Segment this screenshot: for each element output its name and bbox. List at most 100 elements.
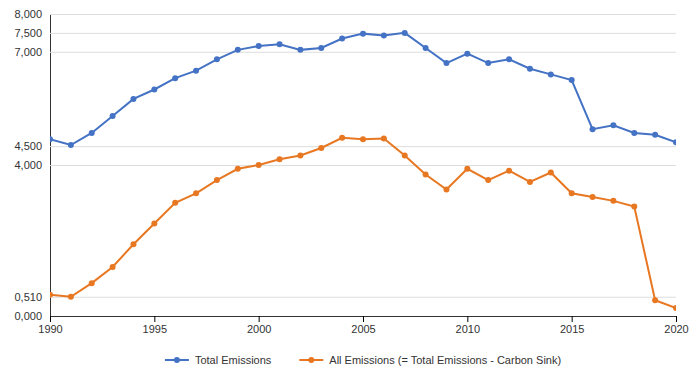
y-tick-label: 0,510	[14, 291, 42, 303]
line	[50, 138, 676, 308]
y-tick: 0,510	[14, 291, 676, 303]
point	[464, 166, 470, 172]
point	[110, 264, 116, 270]
point	[151, 87, 157, 93]
legend-label: All Emissions (= Total Emissions - Carbo…	[329, 354, 561, 366]
grid-line	[50, 165, 676, 166]
y-tick: 4,000	[14, 159, 676, 171]
point	[277, 156, 283, 162]
point	[673, 139, 676, 145]
point	[506, 168, 512, 174]
x-tick: 1995	[143, 316, 167, 335]
point	[381, 33, 387, 39]
tick-mark	[467, 316, 468, 322]
x-tick: 1990	[38, 316, 62, 335]
point	[590, 194, 596, 200]
point	[297, 47, 303, 53]
point	[172, 75, 178, 81]
y-tick: 8,000	[14, 8, 676, 20]
series	[50, 135, 676, 311]
x-tick-label: 1990	[38, 323, 62, 335]
point	[151, 221, 157, 227]
legend-item: All Emissions (= Total Emissions - Carbo…	[299, 354, 561, 366]
point	[50, 136, 53, 142]
point	[631, 130, 637, 136]
x-tick-label: 2000	[247, 323, 271, 335]
grid-line	[50, 297, 676, 298]
x-tick: 2005	[351, 316, 375, 335]
x-axis: 1990199520002005201020152020	[38, 316, 688, 335]
point	[485, 177, 491, 183]
point	[548, 71, 554, 77]
point	[673, 305, 676, 311]
y-tick-label: 0,000	[14, 310, 42, 322]
x-tick-label: 2020	[664, 323, 688, 335]
point	[339, 36, 345, 42]
point	[172, 200, 178, 206]
chart: 0,000 0,510 4,000 4,500 7,000 7,500 8,000 1990 1…	[0, 0, 700, 378]
grid-line	[50, 52, 676, 53]
point	[89, 130, 95, 136]
point	[256, 162, 262, 168]
series	[50, 30, 676, 148]
x-tick: 2000	[247, 316, 271, 335]
x-axis-line	[51, 317, 677, 323]
point	[130, 96, 136, 102]
x-tick-label: 2005	[351, 323, 375, 335]
point	[423, 45, 429, 51]
point	[402, 30, 408, 36]
y-tick: 0,000	[14, 310, 676, 322]
point	[297, 153, 303, 159]
tick-mark	[154, 316, 155, 322]
point	[610, 198, 616, 204]
point	[318, 45, 324, 51]
point	[360, 136, 366, 142]
point	[548, 170, 554, 176]
grid-line	[50, 146, 676, 147]
legend-label: Total Emissions	[195, 354, 272, 366]
point	[569, 190, 575, 196]
y-axis-line	[51, 15, 677, 317]
point	[193, 190, 199, 196]
point	[110, 113, 116, 119]
point	[443, 60, 449, 66]
point	[631, 204, 637, 210]
legend-marker	[308, 357, 314, 363]
tick-mark	[363, 316, 364, 322]
y-tick: 7,000	[14, 46, 676, 58]
point	[89, 280, 95, 286]
point	[235, 166, 241, 172]
y-axis: 0,000 0,510 4,000 4,500 7,000 7,500 8,000	[14, 8, 676, 322]
y-tick-label: 7,500	[14, 27, 42, 39]
point	[610, 122, 616, 128]
point	[506, 56, 512, 62]
point	[68, 142, 74, 148]
y-tick-label: 4,500	[14, 140, 42, 152]
point	[464, 51, 470, 57]
tick-mark	[259, 316, 260, 322]
point	[214, 177, 220, 183]
point	[527, 66, 533, 72]
point	[339, 135, 345, 141]
point	[569, 77, 575, 83]
point	[402, 153, 408, 159]
y-tick-label: 4,000	[14, 159, 42, 171]
point	[381, 136, 387, 142]
point	[443, 187, 449, 193]
x-tick-label: 1995	[143, 323, 167, 335]
x-tick-label: 2010	[456, 323, 480, 335]
tick-mark	[572, 316, 573, 322]
legend-item: Total Emissions	[165, 354, 272, 366]
y-tick: 4,500	[14, 140, 676, 152]
point	[485, 60, 491, 66]
point	[235, 47, 241, 53]
x-tick: 2010	[456, 316, 480, 335]
point	[360, 31, 366, 37]
point	[256, 43, 262, 49]
point	[214, 56, 220, 62]
point	[423, 171, 429, 177]
line	[50, 33, 676, 145]
plot: 0,000 0,510 4,000 4,500 7,000 7,500 8,000 1990 1…	[14, 8, 688, 335]
x-tick: 2020	[664, 316, 688, 335]
y-tick-label: 8,000	[14, 8, 42, 20]
